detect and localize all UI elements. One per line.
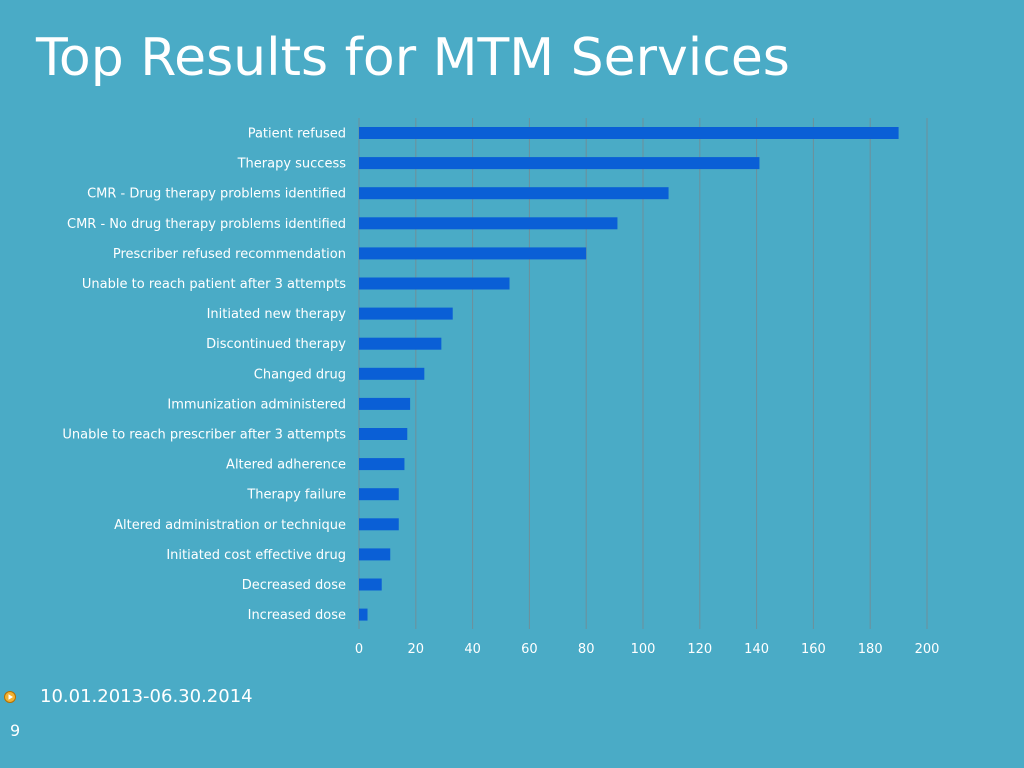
bar [359,337,442,350]
x-tick-label: 200 [915,642,940,657]
bar [359,428,408,440]
x-tick-label: 80 [578,642,595,657]
bar [359,458,405,471]
category-label: Altered adherence [226,458,346,473]
x-tick-label: 100 [631,642,656,657]
slide-number: 9 [10,721,21,740]
x-tick-label: 20 [408,642,425,657]
x-axis-tick-labels: 0 20 40 60 80 100 120 140 160 180 200 [355,642,940,657]
category-label: Discontinued therapy [206,337,346,352]
bar [359,578,382,591]
bar [359,488,399,501]
category-label: Initiated cost effective drug [166,548,346,563]
bar [359,127,899,139]
x-tick-label: 60 [521,642,538,657]
bar [359,217,618,230]
bar [359,608,368,621]
category-label: Decreased dose [242,578,346,593]
x-tick-label: 180 [858,642,883,657]
play-bullet-icon [4,691,16,703]
category-label: Altered administration or technique [114,518,346,533]
category-label: Initiated new therapy [207,307,347,322]
bars [359,127,899,621]
x-tick-label: 120 [687,642,712,657]
bar [359,518,399,531]
x-tick-label: 160 [801,642,826,657]
category-label: Immunization administered [167,397,346,412]
bullet-item: 10.01.2013-06.30.2014 [4,684,253,710]
slide-title: Top Results for MTM Services [36,28,790,88]
category-label: CMR - No drug therapy problems identifie… [67,217,346,232]
x-tick-label: 40 [464,642,481,657]
x-tick-label: 0 [355,642,363,657]
bar [359,367,425,380]
bar [359,277,510,290]
category-labels: Patient refused Therapy success CMR - Drug… [62,127,346,624]
category-label: Changed drug [254,367,346,382]
category-label: Unable to reach patient after 3 attempts [82,277,346,292]
bar [359,548,391,561]
category-label: Increased dose [248,608,346,623]
category-label: Unable to reach prescriber after 3 attem… [62,428,346,443]
date-range-text: 10.01.2013-06.30.2014 [40,686,253,707]
category-label: Patient refused [248,127,346,142]
bar [359,247,587,260]
bar [359,397,411,410]
bar [359,187,669,200]
category-label: Therapy failure [246,488,346,503]
category-label: CMR - Drug therapy problems identified [87,187,346,202]
category-label: Therapy success [237,157,347,172]
x-tick-label: 140 [744,642,769,657]
category-label: Prescriber refused recommendation [113,247,346,262]
bar [359,307,453,320]
bar [359,157,760,170]
